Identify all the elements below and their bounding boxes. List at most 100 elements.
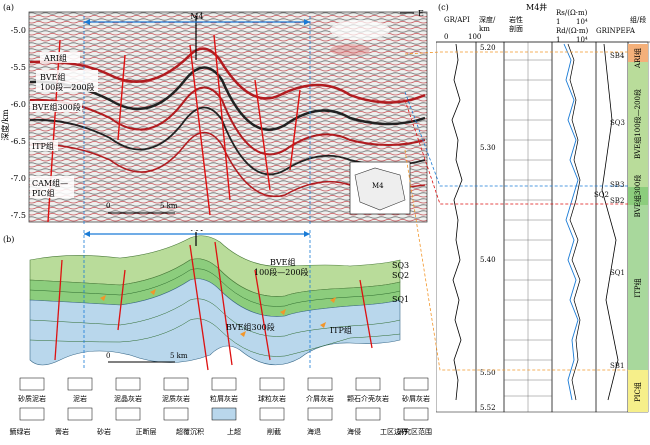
depth-530: 5.30 [480, 144, 496, 152]
sq2: SQ2 [594, 191, 609, 199]
itp-label-b: ITP组 [330, 325, 352, 335]
sb2: SB2 [610, 197, 624, 205]
label-bve300: BVE组300段 [32, 102, 81, 112]
label-bve-range: 100段—200段 [40, 82, 95, 92]
bve300-label-b: BVE组300段 [226, 322, 275, 332]
label-itp: ITP组 [32, 141, 54, 151]
svg-text:-6.0: -6.0 [11, 100, 26, 109]
panel-b-interpretation: (b) [0, 224, 430, 380]
svg-text:-7.0: -7.0 [11, 174, 26, 183]
legend-item-5: 球粒灰岩 [258, 394, 286, 403]
label-pic: PIC组 [32, 188, 55, 198]
formation-pic [628, 370, 648, 412]
gr-tick-0: 0 [444, 33, 448, 41]
formation-bve-label: BVE组100段—200段 [633, 89, 642, 159]
legend-svg: 砂质泥岩 泥岩 泥晶灰岩 泥质灰岩 粒屑灰岩 球粒灰岩 介屑灰岩 颗石介壳灰岩 … [10, 377, 432, 436]
legend-item-17: 海侵 [347, 427, 361, 436]
svg-text:-5.0: -5.0 [11, 26, 26, 35]
formation-ari-label: ARI组 [633, 48, 642, 69]
y-axis: -5.0 -5.5 -6.0 -6.5 -7.0 -7.5 [11, 26, 26, 220]
legend-item-15: 削截 [267, 427, 281, 436]
legend-item-4: 粒屑灰岩 [210, 394, 238, 403]
scale-zero-b: 0 [106, 352, 110, 360]
panel-c-label: (c) [438, 3, 449, 12]
zone-label: 组/段 [630, 15, 646, 24]
sq2-label: SQ2 [392, 271, 409, 280]
depth-552: 5.52 [480, 404, 496, 412]
panel-c-well-log: (c) M4井 GR/API 0 100 深度/ km 岩性 剖面 Rs/(Ω·… [435, 0, 650, 420]
sq3: SQ3 [610, 119, 625, 127]
scale-zero-a: 0 [106, 202, 110, 210]
rs-tick-1: 1 [556, 18, 560, 26]
litho-label: 岩性 [509, 15, 523, 24]
legend-item-3: 泥质灰岩 [162, 394, 190, 403]
panel-b-label: (b) [3, 235, 14, 244]
legend-item-12: 正断层 [136, 427, 157, 436]
scale-len-b: 5 km [170, 352, 188, 360]
sq1-label: SQ1 [392, 295, 409, 304]
sb4: SB4 [610, 52, 625, 60]
scale-len-a: 5 km [160, 202, 178, 210]
depth-unit: km [479, 25, 490, 33]
sb1: SB1 [610, 362, 624, 370]
gr-label: GR/API [444, 16, 470, 24]
rs-tick-2: 10⁴ [576, 18, 588, 26]
rd-tick-1: 1 [556, 36, 560, 44]
depth-550: 5.50 [480, 369, 496, 377]
rs-label: Rs/(Ω·m) [556, 9, 588, 17]
depth-520: 5.20 [480, 44, 496, 52]
legend-item-16: 海退 [307, 427, 321, 436]
sq1: SQ1 [610, 269, 625, 277]
litho-sub: 剖面 [509, 24, 523, 33]
svg-text:-5.5: -5.5 [11, 63, 26, 72]
interpretation-faults [54, 241, 373, 371]
label-cam: CAM组— [32, 178, 68, 188]
formation-ari [628, 44, 648, 62]
formation-bve300-label: BVE组300段 [633, 175, 642, 218]
panel-a-label: (a) [3, 3, 14, 12]
grinpefa-label: GRINPEFA [596, 27, 636, 35]
gr-tick-100: 100 [468, 33, 481, 41]
legend-item-2: 泥晶灰岩 [114, 394, 142, 403]
legend-item-6: 介屑灰岩 [306, 394, 334, 403]
interpretation-svg: (b) [3, 224, 409, 371]
well-title: M4井 [526, 2, 547, 12]
formation-itp [628, 205, 648, 370]
sb3: SB3 [610, 181, 624, 189]
depth-label: 深度/ [479, 15, 496, 24]
label-ari: ARI组 [43, 53, 67, 63]
legend: 砂质泥岩 泥岩 泥晶灰岩 泥质灰岩 粒屑灰岩 球粒灰岩 介屑灰岩 颗石介壳灰岩 … [0, 376, 436, 441]
direction-label: E [418, 9, 424, 18]
legend-item-1: 泥岩 [73, 394, 87, 403]
well-log-svg: (c) M4井 GR/API 0 100 深度/ km 岩性 剖面 Rs/(Ω·… [435, 2, 650, 413]
seismic-svg: -5.0 -5.5 -6.0 -6.5 -7.0 -7.5 深度/km (a) … [0, 3, 428, 225]
legend-item-8: 砂屑灰岩 [402, 394, 430, 403]
legend-item-13: 超覆沉积 [176, 427, 204, 436]
legend-item-18: 工区边界 [380, 427, 408, 436]
rd-label: Rd/(Ω·m) [556, 27, 589, 35]
legend-item-14: 上超 [227, 427, 241, 436]
depth-540: 5.40 [480, 256, 496, 264]
legend-item-9: 鲕绿岩 [10, 427, 31, 436]
rd-tick-2: 10⁴ [576, 36, 588, 44]
legend-item-0: 砂质泥岩 [18, 394, 46, 403]
legend-item-7: 颗石介壳灰岩 [347, 394, 389, 403]
y-axis-label: 深度/km [0, 109, 10, 141]
sq3-label: SQ3 [392, 261, 409, 270]
legend-item-11: 砂岩 [97, 427, 111, 436]
formation-bve100-200 [628, 62, 648, 187]
bve-label-b: BVE组 [270, 257, 296, 267]
svg-text:-6.5: -6.5 [11, 137, 26, 146]
m4-label: M4 [190, 12, 203, 21]
svg-text:-7.5: -7.5 [11, 211, 26, 220]
formation-pic-label: PIC组 [633, 382, 642, 402]
legend-item-10: 膏岩 [55, 427, 69, 436]
legend-item-19: 研究区范围 [397, 427, 432, 436]
formation-bve300 [628, 187, 648, 205]
bve-range-b: 100段—200段 [254, 267, 309, 277]
formation-itp-label: ITP组 [633, 278, 642, 297]
label-bve: BVE组 [40, 72, 66, 82]
panel-a-seismic-section: -5.0 -5.5 -6.0 -6.5 -7.0 -7.5 深度/km (a) … [0, 0, 430, 228]
inset-m4-label: M4 [372, 182, 384, 190]
